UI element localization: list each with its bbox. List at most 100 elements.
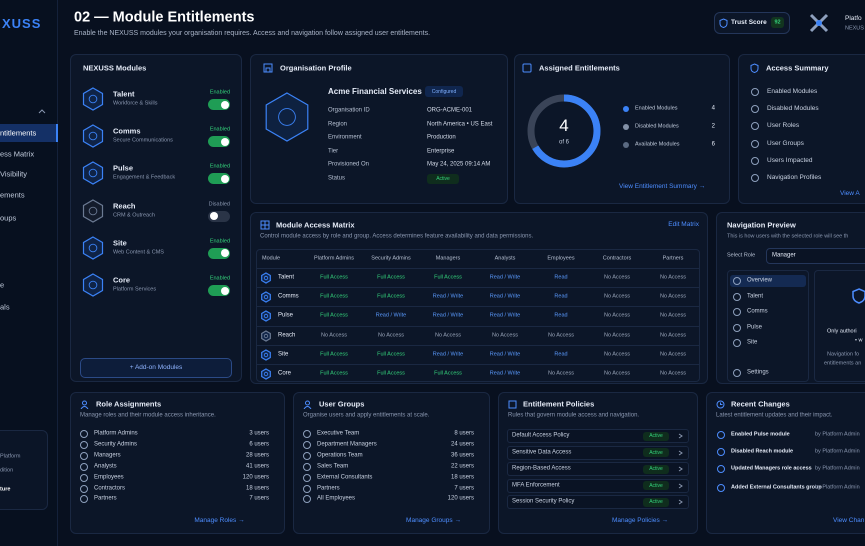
role-select[interactable] [766, 248, 865, 264]
nav-active [0, 124, 58, 142]
matrix-module-icon-part [263, 371, 269, 377]
addon-label[interactable]: + Add-on Modules [129, 364, 183, 372]
plan-text: ture [0, 486, 11, 493]
shield-part [719, 18, 728, 28]
policy-name: Sensitive Data Access [512, 449, 572, 455]
roles-panel [70, 392, 285, 534]
policy-chevron [678, 450, 683, 456]
toggle[interactable] [208, 247, 230, 259]
row-count: 18 users [245, 484, 269, 491]
access-cell: No Access [604, 313, 630, 320]
edit-link[interactable]: Edit Matrix [668, 221, 699, 229]
access-cell: No Access [660, 370, 686, 377]
change-title: Added External Consultants group [731, 484, 822, 491]
access-cell: No Access [604, 293, 630, 300]
access-cell: No Access [604, 370, 630, 377]
profile-value: Enterprise [427, 148, 455, 155]
nav-preview-item: Overview [747, 277, 773, 284]
summary-item: User Roles [767, 122, 800, 130]
row-count: 120 users [447, 495, 474, 502]
profile-label: Provisioned On [328, 161, 370, 168]
access-cell: Read [554, 274, 568, 281]
toggle-knob [220, 286, 229, 295]
row-count: 8 users [454, 430, 474, 437]
nav-item[interactable]: ntitlements [0, 128, 37, 138]
matrix-module-icon-part [263, 333, 269, 338]
link[interactable]: Manage Groups → [406, 517, 461, 525]
policy-status: Active [649, 433, 663, 439]
access-cell: Full Access [320, 370, 348, 377]
policy-status: Active [649, 466, 663, 473]
access-cell: Read / Write [375, 313, 407, 320]
nav-item[interactable]: als [0, 302, 10, 312]
link[interactable]: View Entitlement Summary → [619, 183, 706, 191]
policy-chevron-part [678, 483, 683, 489]
addon-button[interactable] [80, 358, 232, 378]
ent-icon-part [522, 63, 532, 73]
nav-item[interactable]: ess Matrix [0, 149, 35, 159]
org-hex-part [278, 108, 296, 126]
module-name: Talent [113, 89, 135, 99]
panel-title: Assigned Entitlements [539, 63, 620, 73]
toggle[interactable] [208, 285, 230, 296]
toggle[interactable] [208, 173, 230, 185]
configured-badge [425, 86, 463, 97]
row-icon [303, 430, 311, 438]
row-name: Analysts [94, 463, 117, 470]
panel-title: Role Assignments [96, 399, 162, 409]
link[interactable]: View Chan [833, 517, 865, 525]
access-cell: No Access [321, 332, 347, 339]
access-cell: No Access [548, 370, 574, 377]
link[interactable]: Manage Roles → [194, 517, 245, 525]
link[interactable]: Manage Policies → [612, 517, 668, 525]
panel-title: NEXUSS Modules [83, 63, 147, 73]
nav-item[interactable]: e [0, 280, 5, 290]
legend-value: 2 [711, 123, 715, 130]
summary-icon [751, 122, 759, 131]
logo: XUSS [2, 16, 42, 32]
access-cell: Full Access [377, 274, 405, 281]
policy-badge [643, 448, 669, 458]
summary-item: Users Impacted [767, 156, 813, 164]
access-cell: Read / Write [432, 293, 464, 300]
nav-item[interactable]: ements [0, 190, 25, 200]
panel-icon-part [303, 406, 312, 409]
policy-chevron-part [678, 499, 683, 505]
profile-value: Production [427, 134, 456, 141]
row-count: 7 users [454, 484, 474, 491]
module-desc: Web Content & CMS [113, 249, 164, 256]
nav-note: • w [855, 337, 863, 344]
panel-icon [303, 400, 312, 409]
row-name: All Employees [317, 495, 356, 502]
nav-preview-item: Settings [747, 369, 769, 376]
nav-preview-icon [733, 369, 741, 377]
column-header: Contractors [602, 255, 632, 262]
module-desc: CRM & Outreach [113, 212, 155, 219]
module-icon-part [82, 124, 104, 148]
summary-item: Disabled Modules [767, 105, 819, 113]
trust-label: Trust Score [731, 19, 767, 27]
row-count: 18 users [450, 474, 474, 480]
nav-item[interactable]: Visibility [0, 169, 27, 179]
link[interactable]: View A [840, 190, 860, 198]
select-value[interactable]: Manager [772, 252, 796, 259]
access-cell: Full Access [434, 274, 462, 281]
column-header: Module [262, 255, 281, 262]
user-name: Platfo [845, 15, 862, 23]
policy-chevron-part [678, 450, 683, 456]
toggle-knob [220, 174, 229, 183]
row-icon [80, 473, 88, 482]
row-icon [303, 473, 311, 482]
matrix-module-icon-part [261, 349, 271, 361]
profile-label: Organisation ID [328, 107, 370, 114]
toggle[interactable] [208, 136, 230, 148]
nav-item[interactable]: oups [0, 213, 17, 223]
matrix-panel [250, 212, 708, 384]
column-header: Partners [662, 255, 684, 262]
access-cell: Read / Write [489, 274, 521, 281]
row-divider [257, 306, 699, 308]
toggle[interactable] [208, 99, 230, 110]
access-cell: Read / Write [489, 313, 521, 320]
toggle[interactable] [208, 210, 230, 222]
access-cell: Read / Write [489, 351, 521, 358]
